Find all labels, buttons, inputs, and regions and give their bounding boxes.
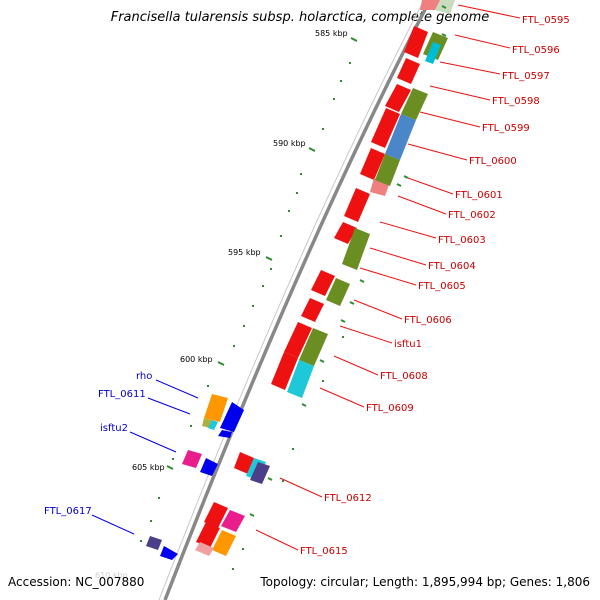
gene-block-ftl0612-c (250, 462, 270, 484)
tick-dots (140, 62, 351, 570)
gene-markers (249, 5, 447, 517)
center-genes (195, 452, 270, 556)
genome-backbone-inner (158, 0, 425, 600)
right-label-connectors (255, 4, 521, 551)
label-ftl0602: FTL_0602 (448, 210, 496, 221)
label-rho: rho (136, 371, 152, 382)
tick-label-605: 605 kbp (132, 463, 165, 472)
gene-block-ftl0601-b (375, 154, 400, 186)
map-title: Francisella tularensis subsp. holarctica… (110, 10, 490, 25)
label-ftl0612: FTL_0612 (324, 493, 372, 504)
gene-block-ftl0615-c (221, 510, 245, 532)
gene-block-ftl0608 (284, 322, 312, 358)
gene-block-ftl0611-b (208, 420, 218, 430)
gene-block-isftu1-b (299, 328, 328, 366)
label-ftl0600: FTL_0600 (469, 156, 517, 167)
label-ftl0598: FTL_0598 (492, 96, 540, 107)
right-gene-labels: FTL_0595 FTL_0596 FTL_0597 FTL_0598 FTL_… (300, 15, 570, 557)
label-ftl0599: FTL_0599 (482, 123, 530, 134)
gene-block-ftl0596 (404, 26, 428, 58)
forward-genes-red (271, 0, 440, 390)
gene-block-ftl0615-d (212, 530, 236, 556)
gene-block-ftl0611-c (218, 430, 232, 438)
label-ftl0597: FTL_0597 (502, 71, 550, 82)
tick-label-590: 590 kbp (273, 139, 306, 148)
gene-block-ftl0595 (420, 0, 440, 10)
gene-block-ftl0609-b (287, 360, 314, 398)
topology-text: Topology: circular; Length: 1,895,994 bp… (260, 575, 590, 589)
tick-label-585: 585 kbp (315, 29, 348, 38)
accession-text: Accession: NC_007880 (8, 575, 145, 589)
label-ftl0604: FTL_0604 (428, 261, 476, 272)
gene-block-ftl0615-a (204, 502, 228, 528)
gene-block-ftl0611 (220, 402, 244, 432)
gene-block-ftl0615-e (195, 542, 214, 556)
gene-block-ftl0599 (371, 108, 400, 148)
reverse-genes (146, 394, 244, 560)
gene-block-rho (204, 394, 228, 422)
gene-block-ftl0597 (397, 58, 420, 84)
gene-block-ftl0615-b (196, 522, 220, 548)
tick-label-595: 595 kbp (228, 248, 261, 257)
gene-block-ftl0599-b (401, 88, 428, 120)
label-ftl0611: FTL_0611 (98, 389, 146, 400)
label-ftl0605: FTL_0605 (418, 281, 466, 292)
tick-label-610: 610 kbp (95, 571, 128, 580)
gene-block-ftl0602 (344, 188, 370, 222)
left-label-connectors (91, 379, 199, 535)
gene-block-ftl0617 (146, 536, 162, 550)
label-ftl0601: FTL_0601 (455, 190, 503, 201)
gene-block-ftl0598 (385, 84, 411, 112)
label-ftl0603: FTL_0603 (438, 235, 486, 246)
label-ftl0595: FTL_0595 (522, 15, 570, 26)
gene-block-ftl0612-a (234, 452, 254, 474)
label-ftl0596: FTL_0596 (512, 45, 560, 56)
genome-backbone (163, 0, 432, 600)
gene-block-ftl0606 (301, 298, 324, 322)
gene-block-ftl0609 (271, 352, 298, 390)
major-ticks (166, 37, 358, 470)
label-ftl0608: FTL_0608 (380, 371, 428, 382)
label-isftu2: isftu2 (100, 423, 128, 434)
label-isftu1: isftu1 (394, 339, 422, 350)
gene-block-ftl0596-c (425, 42, 441, 64)
gene-block-ftl0605 (311, 270, 335, 296)
gene-block-ftl0606-b (326, 278, 350, 306)
gene-block-ftl0604-b (342, 228, 370, 270)
gene-block-ftl0617-b (160, 546, 178, 560)
gene-block-isftu2 (182, 450, 202, 468)
forward-genes-secondary (287, 0, 455, 398)
gene-block-ftl0600-b (385, 114, 416, 160)
gene-block-ftl0603 (334, 222, 357, 244)
label-ftl0609: FTL_0609 (366, 403, 414, 414)
label-ftl0606: FTL_0606 (404, 315, 452, 326)
label-ftl0617: FTL_0617 (44, 506, 92, 517)
gene-block-isftu2-b (200, 458, 218, 476)
left-gene-labels: rho FTL_0611 isftu2 FTL_0617 (44, 371, 152, 517)
tick-label-600: 600 kbp (180, 355, 213, 364)
label-ftl0615: FTL_0615 (300, 546, 348, 557)
gene-block-ftl0600 (360, 148, 385, 180)
